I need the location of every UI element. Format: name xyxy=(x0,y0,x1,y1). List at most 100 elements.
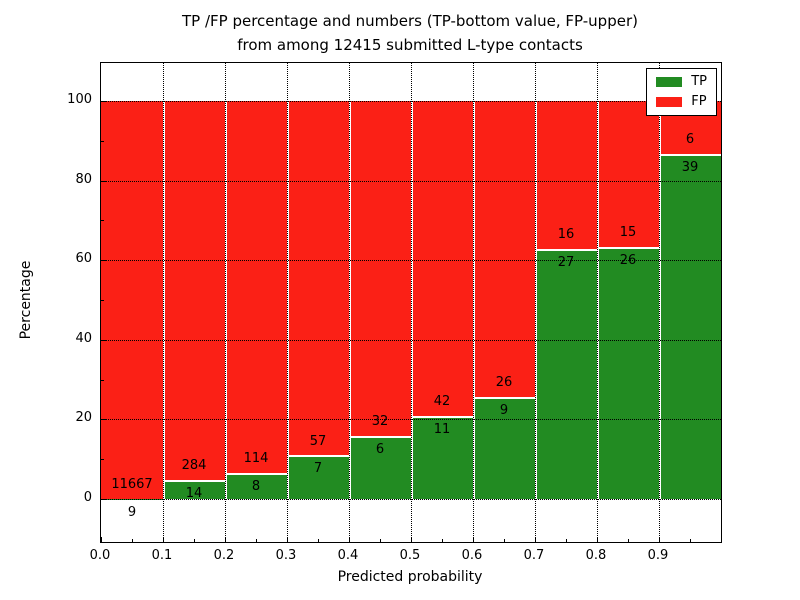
tp-count-label: 39 xyxy=(681,159,699,175)
x-tick xyxy=(318,539,319,542)
y-tick xyxy=(101,379,104,381)
tp-bar-segment xyxy=(537,249,597,499)
x-tick xyxy=(473,537,474,542)
plot-area: 11667 9 284 14 114 8 57 7 32 6 42 11 26 9 16 27 15 26 6 39 T… xyxy=(100,62,722,543)
legend-label: FP xyxy=(691,94,707,109)
tp-count-label: 6 xyxy=(375,442,385,458)
fp-bar-segment xyxy=(413,101,473,417)
fp-bar-segment xyxy=(351,101,411,437)
y-tick xyxy=(101,140,104,142)
fp-bar-segment xyxy=(599,101,659,247)
fp-count-label: 16 xyxy=(557,227,575,243)
vertical-gridline xyxy=(411,63,412,542)
vertical-gridline xyxy=(163,63,164,542)
tp-bar-segment xyxy=(165,480,225,499)
horizontal-gridline xyxy=(101,180,721,182)
y-tick xyxy=(101,180,106,182)
legend: TP FP xyxy=(646,68,717,116)
horizontal-gridline xyxy=(101,499,721,500)
bar-column xyxy=(473,101,535,499)
horizontal-gridline xyxy=(101,260,721,262)
x-tick xyxy=(566,539,567,542)
y-tick-label: 100 xyxy=(67,92,92,107)
tp-count-label: 9 xyxy=(499,402,509,418)
y-tick xyxy=(101,499,106,500)
fp-bar-segment xyxy=(227,101,287,473)
bar-column xyxy=(225,101,287,499)
tp-bar-segment xyxy=(661,154,721,499)
x-tick xyxy=(349,537,350,542)
tp-bar-segment xyxy=(227,472,287,499)
x-tick-label: 0.2 xyxy=(213,548,235,563)
vertical-gridline xyxy=(287,63,288,542)
fp-bar-segment xyxy=(537,101,597,250)
x-axis-label: Predicted probability xyxy=(337,569,483,585)
x-tick xyxy=(225,537,226,542)
fp-count-label: 15 xyxy=(619,224,637,240)
tp-bar-segment xyxy=(289,455,349,499)
x-tick xyxy=(535,537,536,542)
x-tick xyxy=(380,539,381,542)
fp-bar-segment xyxy=(289,101,349,456)
legend-item-tp: TP xyxy=(656,75,707,89)
horizontal-gridline xyxy=(101,419,721,421)
tp-count-label: 27 xyxy=(557,255,575,271)
x-tick-label: 0.4 xyxy=(337,548,359,563)
tp-count-label: 26 xyxy=(619,252,637,268)
tp-bar-segment xyxy=(351,436,411,499)
fp-legend-swatch xyxy=(656,97,683,107)
x-tick xyxy=(721,537,722,542)
chart-title-line1: TP /FP percentage and numbers (TP-bottom… xyxy=(182,12,638,30)
bar-column xyxy=(535,101,597,499)
vertical-gridline xyxy=(659,63,660,542)
x-tick-label: 0.0 xyxy=(89,548,111,563)
bar-column xyxy=(101,101,163,499)
x-tick xyxy=(411,537,412,542)
y-tick xyxy=(101,300,104,301)
fp-bar-segment xyxy=(475,101,535,397)
fp-count-label: 26 xyxy=(495,374,513,390)
bar-column xyxy=(659,101,721,499)
tp-bar-segment xyxy=(413,416,473,499)
fp-count-label: 6 xyxy=(685,132,695,148)
y-tick xyxy=(101,419,106,421)
chart-title: TP /FP percentage and numbers (TP-bottom… xyxy=(100,9,720,57)
bars-layer xyxy=(101,101,721,499)
fp-count-label: 42 xyxy=(433,394,451,410)
y-axis-label: Percentage xyxy=(18,260,34,340)
bar-column xyxy=(411,101,473,499)
tp-count-label: 14 xyxy=(185,486,203,502)
x-tick xyxy=(690,539,691,542)
tp-count-label: 7 xyxy=(313,461,323,477)
fp-bar-segment xyxy=(101,101,163,499)
legend-item-fp: FP xyxy=(656,95,707,109)
x-tick xyxy=(287,537,288,542)
x-tick xyxy=(504,539,505,542)
vertical-gridline xyxy=(473,63,474,542)
tp-legend-swatch xyxy=(656,77,683,87)
fp-bar-segment xyxy=(165,101,225,481)
tp-bar-segment xyxy=(475,396,535,499)
x-tick-label: 0.1 xyxy=(151,548,173,563)
x-tick xyxy=(101,537,102,542)
fp-count-label: 114 xyxy=(243,450,269,466)
bar-column xyxy=(287,101,349,499)
vertical-gridline xyxy=(349,63,350,542)
x-tick-label: 0.6 xyxy=(461,548,483,563)
y-tick xyxy=(101,339,106,341)
horizontal-gridline xyxy=(101,339,721,341)
bar-column xyxy=(597,101,659,499)
y-tick-label: 60 xyxy=(75,251,92,267)
x-tick xyxy=(442,539,443,542)
vertical-gridline xyxy=(535,63,536,542)
bar-column xyxy=(349,101,411,499)
x-tick-label: 0.8 xyxy=(585,548,607,563)
tp-count-label: 9 xyxy=(127,504,137,520)
x-tick xyxy=(163,537,164,542)
fp-count-label: 32 xyxy=(371,414,389,430)
legend-label: TP xyxy=(691,74,707,89)
chart-title-line2: from among 12415 submitted L-type contac… xyxy=(237,36,583,54)
x-tick xyxy=(659,537,660,542)
vertical-gridline xyxy=(225,63,226,542)
